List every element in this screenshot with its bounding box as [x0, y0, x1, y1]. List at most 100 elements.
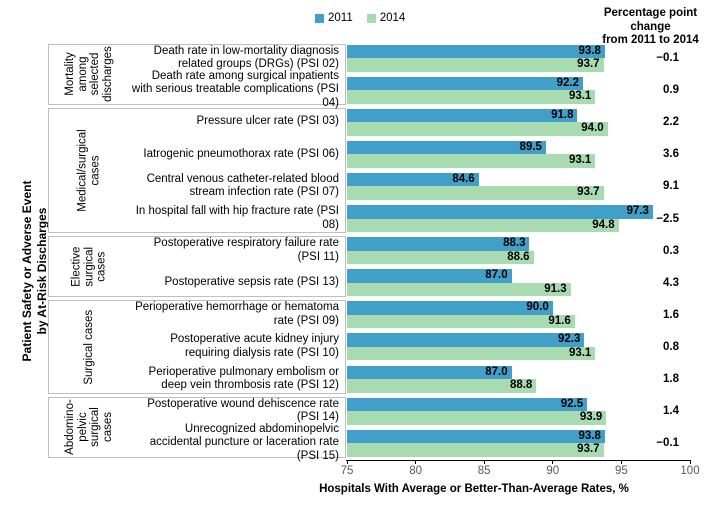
category-group-boxes: Mortality among selected discharges Medical/…	[48, 42, 346, 460]
bar-value-label: 94.0	[581, 122, 604, 135]
bar-value-label: 93.8	[578, 44, 601, 57]
bar-2014	[347, 122, 608, 136]
bar-value-label: 92.5	[560, 397, 584, 410]
change-value: 0.9	[663, 84, 679, 97]
legend: 2011 2014	[315, 12, 405, 24]
bar-value-label: 97.3	[626, 205, 649, 217]
legend-label-2014: 2014	[379, 12, 406, 24]
category-label: Postoperative sepsis rate (PSI 13)	[164, 275, 340, 288]
legend-label-2011: 2011	[328, 12, 353, 24]
tick-label: 95	[614, 465, 628, 477]
tick-label: 75	[340, 465, 354, 477]
bar-2011	[347, 205, 653, 219]
bar-value-label: 88.6	[507, 250, 530, 263]
group-box: Elective surgical cases	[48, 236, 346, 298]
x-axis-label: Hospitals With Average or Better-Than-Av…	[319, 483, 629, 495]
bar-2014	[347, 282, 571, 297]
bar-2011	[347, 172, 479, 187]
bar-2014	[347, 218, 619, 232]
bar-2011	[347, 429, 605, 444]
group-box: Medical/surgical cases	[48, 107, 346, 234]
legend-swatch-2011	[315, 13, 324, 23]
bar-2011	[347, 140, 546, 155]
bar-2011	[347, 333, 585, 347]
bar-value-label: 93.7	[577, 186, 600, 199]
category-label: Central venous catheter-related blood st…	[146, 172, 339, 199]
change-value: 1.4	[663, 405, 679, 418]
group-label-line: among	[76, 56, 89, 92]
change-value: 2.2	[663, 116, 679, 129]
change-value: 1.8	[663, 373, 679, 385]
bar-2011	[347, 108, 578, 123]
tick-label: 90	[546, 465, 560, 477]
legend-swatch-2014	[366, 13, 376, 23]
category-label: Postoperative acute kidney injury requir…	[170, 333, 339, 359]
group-label-line: surgical	[82, 246, 95, 287]
bar-2014	[347, 411, 607, 425]
change-header-line1: Percentage point	[603, 7, 698, 19]
group-label-line: discharges	[101, 46, 114, 102]
bar-2011	[347, 301, 553, 315]
category-label: Death rate in low-mortality diagnosis re…	[153, 44, 339, 71]
y-axis-title-line1: Patient Safety or Adverse Event	[20, 180, 34, 362]
category-label: Death rate among surgical inpatients wit…	[131, 69, 339, 109]
bar-value-label: 84.6	[452, 172, 475, 185]
bar-2011	[347, 269, 512, 283]
bar-value-label: 92.2	[556, 76, 579, 89]
tick-label: 100	[680, 465, 700, 477]
group-label: Medical/surgical cases	[49, 109, 129, 232]
group-label: Surgical cases	[49, 301, 129, 392]
bar-value-label: 87.0	[485, 365, 508, 378]
change-values-column: −0.1 0.9 2.2 3.6 9.1 −2.5 0.3 4.3 1.6 0.8 1.8 1.4 −0…	[600, 42, 679, 460]
bar-value-label: 93.7	[577, 58, 600, 70]
bar-value-label: 91.6	[548, 314, 571, 327]
group-label-line: Medical/surgical	[76, 129, 89, 212]
group-label: Elective surgical cases	[49, 237, 129, 296]
change-value: 9.1	[663, 180, 679, 193]
change-value: 4.3	[663, 276, 679, 289]
bar-value-label: 93.1	[568, 154, 592, 167]
group-box: Mortality among selected discharges	[48, 43, 346, 105]
change-header-line3: from 2011 to 2014	[602, 34, 699, 46]
tick-mark	[415, 459, 417, 464]
group-label-line: Abdomino-	[64, 399, 76, 455]
tick-mark	[346, 459, 348, 464]
bar-2014	[347, 58, 604, 72]
bar-2014	[347, 250, 534, 265]
bar-2014	[347, 314, 575, 329]
y-axis-title: Patient Safety or Adverse Event by At-Ri…	[20, 146, 50, 396]
bar-value-label: 91.3	[544, 282, 567, 295]
bar-2011	[347, 365, 512, 379]
bar-value-label: 93.8	[578, 429, 601, 442]
bar-value-label: 93.9	[579, 411, 603, 424]
bar-2011	[347, 397, 588, 412]
change-value: 0.8	[663, 340, 679, 353]
tick-mark	[620, 459, 622, 464]
group-box: Abdomino-pelvic surgical cases	[48, 396, 346, 458]
tick-label: 85	[477, 465, 491, 477]
bar-2014	[347, 154, 596, 168]
category-label: Pressure ulcer rate (PSI 03)	[196, 115, 339, 128]
bar-value-label: 93.1	[568, 346, 592, 359]
category-label: In hospital fall with hip fracture rate …	[135, 205, 339, 231]
group-label-line: Surgical cases	[82, 309, 95, 385]
plot-area: 93.8 93.7 92.2 93.1 91.8 94.0 89.5 93.1 84.6 93.7…	[341, 42, 700, 477]
bar-2014	[347, 186, 604, 200]
group-label-line: pelvic	[76, 412, 89, 442]
group-label: Mortality among selected discharges	[49, 45, 129, 104]
change-value: 1.6	[663, 308, 679, 321]
bar-value-label: 91.8	[551, 108, 574, 121]
x-axis-line	[346, 459, 691, 461]
bar-2011	[347, 237, 530, 251]
category-label: Postoperative wound dehiscence rate (PSI…	[147, 397, 339, 424]
bar-value-label: 93.1	[568, 90, 592, 103]
category-labels: Death rate in low-mortality diagnosis re…	[130, 42, 343, 462]
tick-mark	[689, 459, 691, 464]
bar-value-label: 88.8	[509, 379, 533, 391]
bar-2014	[347, 90, 596, 104]
bar-2011	[347, 44, 605, 58]
tick-label: 80	[409, 465, 422, 477]
change-value: −0.1	[656, 52, 679, 64]
category-label: Perioperative hemorrhage or hematoma rat…	[135, 301, 339, 327]
bar-value-label: 92.3	[557, 333, 581, 346]
